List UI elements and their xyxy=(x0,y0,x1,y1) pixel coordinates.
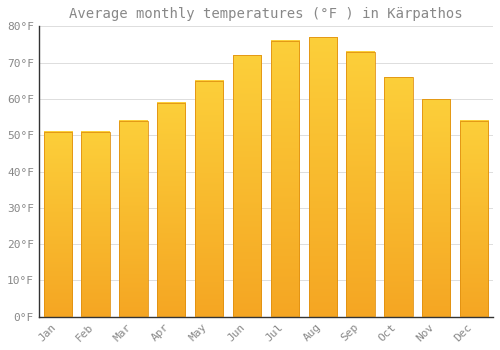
Bar xyxy=(233,55,261,317)
Bar xyxy=(157,103,186,317)
Bar xyxy=(195,81,224,317)
Bar xyxy=(44,132,72,317)
Bar xyxy=(270,41,299,317)
Bar xyxy=(82,132,110,317)
Bar xyxy=(119,121,148,317)
Title: Average monthly temperatures (°F ) in Kärpathos: Average monthly temperatures (°F ) in Kä… xyxy=(69,7,462,21)
Bar xyxy=(308,37,337,317)
Bar xyxy=(460,121,488,317)
Bar xyxy=(422,99,450,317)
Bar xyxy=(346,52,375,317)
Bar xyxy=(384,77,412,317)
